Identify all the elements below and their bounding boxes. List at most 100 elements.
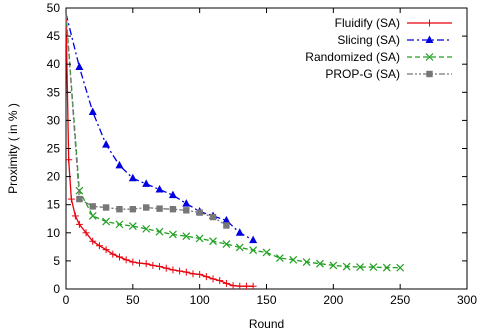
data-point — [356, 263, 364, 272]
data-point — [136, 259, 144, 267]
data-point — [75, 62, 84, 71]
x-tick-label: 250 — [390, 293, 410, 307]
legend-swatch-marker — [425, 35, 434, 43]
data-point — [71, 212, 79, 220]
x-tick-label: 100 — [190, 293, 210, 307]
data-point — [149, 261, 157, 269]
legend-entry: Randomized (SA) — [305, 50, 452, 64]
data-point — [67, 195, 75, 203]
data-point — [142, 224, 151, 233]
x-tick-label: 200 — [323, 293, 343, 307]
data-point — [249, 282, 257, 290]
data-point — [95, 242, 103, 250]
data-point — [115, 220, 124, 229]
data-point — [369, 263, 378, 272]
data-point — [202, 273, 210, 281]
y-axis-label: Proximity ( in % ) — [6, 103, 20, 194]
series-line — [65, 13, 227, 227]
data-point — [89, 237, 97, 245]
series-0 — [65, 13, 257, 290]
data-point — [196, 209, 203, 216]
series-layer — [65, 13, 405, 290]
data-point — [156, 205, 163, 212]
legend-entry: Slicing (SA) — [337, 33, 452, 47]
data-point — [182, 268, 190, 276]
data-point — [342, 262, 351, 271]
data-point — [216, 277, 224, 285]
data-point — [76, 195, 83, 203]
data-point — [116, 205, 123, 213]
data-point — [155, 185, 164, 193]
data-point — [235, 228, 244, 236]
data-point — [182, 232, 191, 241]
data-point — [289, 255, 298, 264]
data-point — [396, 263, 405, 272]
y-tick-label: 50 — [47, 1, 61, 15]
legend-swatch-marker — [426, 19, 433, 27]
data-point — [102, 217, 111, 226]
x-tick-label: 50 — [126, 293, 140, 307]
data-point — [109, 250, 117, 258]
data-point — [222, 215, 231, 224]
data-point — [102, 140, 111, 148]
data-point — [142, 179, 151, 187]
ticks-layer: 0 50 100 150 200 250 300 0 5 10 15 20 25 30 35 40 45 50 — [47, 1, 478, 307]
data-point — [88, 107, 97, 115]
y-tick-label: 30 — [47, 113, 61, 127]
data-point — [209, 237, 217, 246]
data-point — [229, 282, 237, 290]
data-point — [249, 235, 258, 244]
legend-swatch-marker — [425, 53, 434, 61]
data-point — [82, 229, 90, 237]
data-point — [162, 264, 170, 272]
series-line — [65, 13, 401, 269]
data-point — [168, 190, 177, 199]
y-tick-label: 0 — [53, 282, 60, 296]
data-point — [329, 261, 338, 270]
data-point — [189, 270, 197, 278]
data-point — [195, 234, 204, 243]
y-tick-label: 45 — [47, 29, 61, 43]
data-point — [176, 267, 184, 275]
y-tick-label: 25 — [47, 142, 61, 156]
legend-entry: Fluidify (SA) — [335, 16, 452, 30]
data-point — [302, 258, 311, 266]
data-point — [102, 204, 110, 211]
data-point — [129, 258, 137, 266]
legend-label: PROP-G (SA) — [325, 67, 400, 81]
data-point — [169, 230, 177, 239]
data-point — [128, 222, 137, 230]
data-point — [262, 248, 271, 257]
data-point — [196, 270, 204, 278]
data-point — [156, 263, 164, 271]
data-point — [316, 259, 324, 268]
data-point — [222, 240, 231, 248]
x-tick-label: 300 — [457, 293, 477, 307]
data-point — [382, 263, 391, 272]
y-tick-label: 20 — [47, 170, 61, 184]
data-point — [183, 207, 190, 214]
x-tick-label: 150 — [256, 293, 276, 307]
data-point — [155, 227, 164, 236]
data-point — [169, 205, 177, 213]
data-point — [209, 213, 217, 221]
y-tick-label: 10 — [47, 226, 61, 240]
series-2 — [65, 13, 405, 272]
legend-label: Randomized (SA) — [305, 50, 400, 64]
data-point — [129, 205, 137, 213]
data-point — [143, 204, 150, 211]
x-axis-label: Round — [249, 317, 284, 331]
data-point — [275, 254, 284, 263]
data-point — [102, 246, 110, 254]
y-tick-label: 40 — [47, 57, 61, 71]
data-point — [75, 220, 83, 228]
data-point — [249, 246, 258, 255]
data-point — [128, 173, 137, 182]
data-point — [115, 160, 124, 169]
data-point — [223, 222, 230, 229]
data-point — [115, 253, 123, 261]
data-point — [88, 212, 97, 220]
legend-label: Fluidify (SA) — [335, 16, 400, 30]
data-point — [89, 203, 96, 210]
